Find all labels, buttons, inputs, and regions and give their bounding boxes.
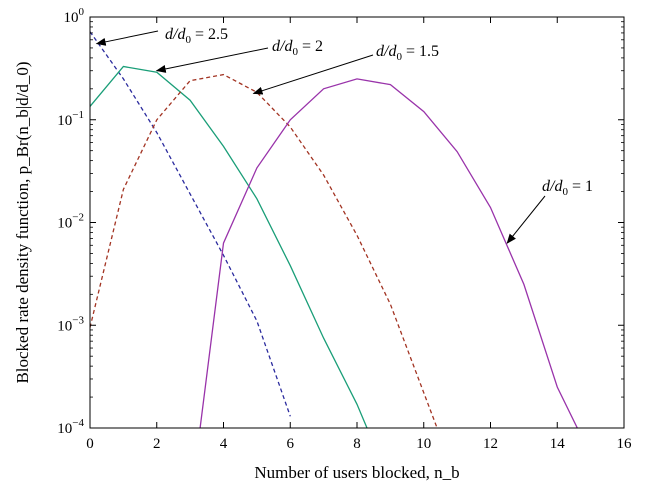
annotation-arrow: [506, 195, 546, 244]
x-tick-label: 4: [220, 436, 228, 452]
x-tick-label: 14: [550, 436, 566, 452]
y-axis-label: Blocked rate density function, p_Br(n_b|…: [13, 61, 32, 383]
annotation-3: d/d0 = 1.5: [252, 43, 439, 95]
y-tick-label: 100: [64, 6, 85, 26]
x-tick-label: 0: [86, 436, 94, 452]
y-tick-label: 10−3: [57, 314, 84, 334]
x-tick-label: 16: [617, 436, 633, 452]
annotation-2: d/d0 = 2: [155, 38, 323, 73]
x-tick-label: 10: [416, 436, 431, 452]
annotation-1: d/d0 = 2.5: [95, 26, 228, 46]
annotation-layer: d/d0 = 2.5 d/d0 = 2 d/d0 = 1.5 d/d0 = 1: [95, 26, 593, 244]
y-tick-label: 10−4: [57, 417, 84, 437]
x-tick-label: 12: [483, 436, 498, 452]
x-tick-label: 8: [353, 436, 361, 452]
series-line-1: [90, 31, 291, 417]
series-line-3: [90, 73, 438, 428]
x-axis-label: Number of users blocked, n_b: [254, 463, 459, 482]
tick-layer: 0 2 4 6 8 10 12 14 16 100 10−1 10−2 10−3 10−4: [57, 6, 632, 452]
x-tick-label: 6: [287, 436, 295, 452]
series-layer: [90, 31, 578, 428]
y-tick-label: 10−2: [57, 212, 84, 232]
label-layer: Number of users blocked, n_b Blocked rate…: [13, 61, 460, 482]
series-line-4: [199, 78, 578, 428]
annotation-arrow: [252, 54, 374, 95]
annotation-label: d/d0 = 1: [542, 178, 593, 198]
annotation-arrow: [95, 30, 159, 46]
annotation-label: d/d0 = 2: [272, 38, 323, 58]
annotation-label: d/d0 = 1.5: [376, 43, 439, 63]
annotation-label: d/d0 = 2.5: [165, 26, 228, 46]
annotation-4: d/d0 = 1: [506, 178, 593, 244]
y-tick-label: 10−1: [57, 109, 84, 129]
x-tick-label: 2: [153, 436, 161, 452]
annotation-arrow: [155, 47, 269, 73]
series-line-2: [90, 65, 368, 428]
